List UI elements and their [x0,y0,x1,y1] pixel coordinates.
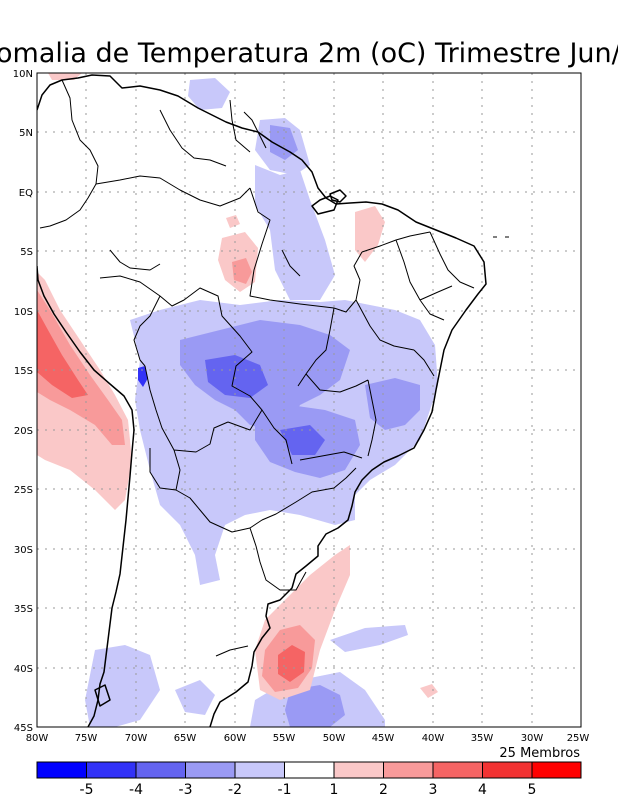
colorbar-label-1: 1 [330,782,339,798]
lon-label-40w: 40W [422,733,445,744]
lon-label-75w: 75W [75,733,98,744]
colorbar-label-minus-5: -5 [80,782,94,798]
cool-region-amazon-east [255,165,335,300]
cool-region-patagonia-west [175,680,215,715]
colorbar-label-2: 2 [379,782,388,798]
colorbar-label-minus-2: -2 [228,782,242,798]
warm-region-amazon-spot [226,215,240,228]
cool-peak-mato-grosso [205,355,268,398]
lon-label-50w: 50W [323,733,346,744]
colorbar-swatch-minus-4-to-minus-3 [135,761,186,779]
lat-label-35s: 35S [14,604,33,615]
colorbar-swatch-minus-2-to-minus-1 [234,761,285,779]
colorbar-label-5: 5 [528,782,537,798]
warm-peak-atlantic [278,645,305,682]
lat-label-40s: 40S [14,664,33,675]
colorbar-swatch-minus-3-to-minus-2 [185,761,236,779]
lat-label-10n: 10N [13,69,33,80]
cool-core-central-west [180,320,350,430]
lat-label-20s: 20S [14,426,33,437]
south-america-coastline [37,74,487,727]
colorbar-swatch-above-5 [531,761,582,779]
lat-label-10s: 10S [14,307,33,318]
cool-peak-south [280,425,325,455]
lat-label-15s: 15S [14,366,33,377]
lat-label-eq: EQ [19,188,33,199]
lat-label-5s: 5S [20,247,33,258]
ensemble-member-count: 25 Membros [499,746,580,761]
warm-anomaly-medium [37,258,315,692]
lon-label-25w: 25W [567,733,590,744]
cool-core-atlantic [285,685,345,727]
lon-label-65w: 65W [174,733,197,744]
cool-peak-titicaca [138,366,148,387]
map-title: omalia de Temperatura 2m (oC) Trimestre … [0,38,618,69]
warm-peak-pacific [37,310,88,398]
lon-label-45w: 45W [372,733,395,744]
colorbar-swatch-below-minus-5 [36,761,87,779]
anomaly-shading [37,73,438,727]
lat-label-25s: 25S [14,485,33,496]
colorbar-label-3: 3 [429,782,438,798]
colorbar-swatch-minus-5-to-minus-4 [86,761,137,779]
lon-label-70w: 70W [125,733,148,744]
cool-core-amazon [270,125,298,160]
marajo-island [329,189,347,203]
colorbar-label-minus-4: -4 [129,782,143,798]
colorbar-swatch-3-to-4 [432,761,483,779]
warm-core-pacific [37,290,125,445]
cool-region-southern-andes [85,645,160,727]
colorbar-label-minus-3: -3 [179,782,193,798]
colorbar-swatch-2-to-3 [383,761,434,779]
colorbar-swatch-minus-1-to-1 [284,761,335,779]
cool-anomaly-extreme [138,366,148,387]
amazon-delta-coast [311,195,339,215]
lon-label-80w: 80W [26,733,49,744]
lat-label-30s: 30S [14,545,33,556]
warm-anomaly-strong [37,310,305,682]
colorbar-label-4: 4 [478,782,487,798]
cool-region-guianas [188,78,230,110]
colorbar-swatch-4-to-5 [482,761,533,779]
warm-region-ocean-spot [420,684,438,698]
political-borders [39,79,475,657]
warm-region-para-coast [355,206,385,262]
cool-region-ocean-east [330,625,408,652]
map-frame [36,72,582,728]
colorbar: -5 -4 -3 -2 -1 1 2 3 4 5 [36,761,582,798]
lon-label-55w: 55W [273,733,296,744]
lon-label-60w: 60W [224,733,247,744]
colorbar-swatch-1-to-2 [333,761,384,779]
map-plot-area [37,73,581,727]
colorbar-label-minus-1: -1 [278,782,292,798]
warm-core-amazon [232,258,252,284]
lat-lon-grid [37,73,581,727]
lat-label-45s: 45S [14,723,33,734]
tierra-del-fuego [94,684,111,707]
cool-anomaly-strong [205,355,325,455]
lat-label-5n: 5N [19,128,33,139]
lon-label-35w: 35W [471,733,494,744]
latitude-labels: 10N 5N EQ 5S 10S 15S 20S 25S 30S 35S 40S… [13,69,33,734]
lon-label-30w: 30W [521,733,544,744]
longitude-labels: 80W 75W 70W 65W 60W 55W 50W 45W 40W 35W … [26,733,590,744]
cool-core-bahia [365,378,420,430]
